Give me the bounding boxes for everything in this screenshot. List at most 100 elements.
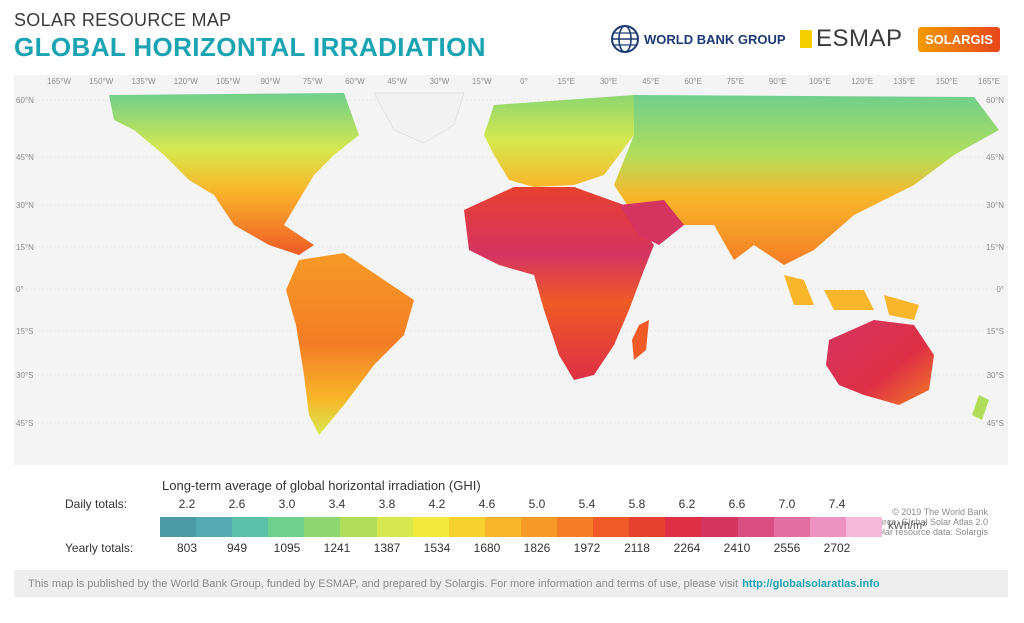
daily-value: 7.0 (778, 497, 796, 511)
credit-line: Solar resource data: Solargis (871, 527, 988, 537)
longitude-label: 75°E (727, 77, 744, 86)
daily-value: 4.6 (478, 497, 496, 511)
legend-swatch (809, 517, 846, 537)
north-america (109, 93, 359, 255)
yearly-value: 1387 (373, 541, 401, 555)
legend-swatch (304, 517, 341, 537)
australia (826, 320, 934, 405)
map-credits: © 2019 The World Bank Source: Global Sol… (868, 507, 988, 537)
longitude-label: 165°E (978, 77, 1000, 86)
daily-value: 5.0 (528, 497, 546, 511)
footer-text: This map is published by the World Bank … (28, 577, 739, 590)
latitude-labels: 60°N 60°N 45°N 45°N 30°N 30°N 15°N 15°N 0° 0° 15°S… (16, 96, 1004, 428)
credit-line: © 2019 The World Bank (892, 507, 988, 517)
latitude-label: 0° (16, 285, 24, 294)
longitude-label: 45°W (387, 77, 407, 86)
longitude-label: 75°W (303, 77, 323, 86)
daily-value: 3.0 (278, 497, 296, 511)
world-bank-logo: WORLD BANK GROUP (610, 24, 786, 54)
legend-swatch (737, 517, 774, 537)
daily-value: 7.4 (828, 497, 846, 511)
latitude-label: 60°N (16, 96, 34, 105)
legend-swatch (268, 517, 305, 537)
longitude-label: 135°E (894, 77, 916, 86)
longitude-label: 60°E (684, 77, 701, 86)
latitude-label: 30°S (987, 371, 1004, 380)
asia (614, 95, 999, 265)
europe (484, 95, 634, 187)
solargis-label: SOLARGIS (918, 26, 1000, 52)
longitude-label: 165°W (47, 77, 72, 86)
map-subtitle: SOLAR RESOURCE MAP (14, 10, 232, 30)
longitude-label: 45°E (642, 77, 659, 86)
greenland (373, 92, 465, 144)
longitude-label: 90°W (261, 77, 281, 86)
legend-swatch (196, 517, 233, 537)
latitude-label: 60°N (986, 96, 1004, 105)
longitude-label: 15°W (472, 77, 492, 86)
yearly-value: 949 (226, 541, 248, 555)
latitude-label: 30°S (16, 371, 33, 380)
latitude-label: 15°S (987, 327, 1004, 336)
legend-title: Long-term average of global horizontal i… (162, 478, 481, 493)
footer-link[interactable]: http://globalsolaratlas.info (742, 577, 880, 590)
yearly-value: 2410 (723, 541, 751, 555)
longitude-label: 150°E (936, 77, 958, 86)
yearly-value: 1680 (473, 541, 501, 555)
yearly-value: 2264 (673, 541, 701, 555)
south-america (286, 253, 414, 435)
daily-values: 2.2 2.6 3.0 3.4 3.8 4.2 4.6 5.0 5.4 5.8 6.2 6.6 7.0 7… (162, 497, 862, 513)
daily-value: 4.2 (428, 497, 446, 511)
longitude-label: 150°W (89, 77, 114, 86)
yearly-value: 1534 (423, 541, 451, 555)
latitude-label: 45°N (16, 153, 34, 162)
yearly-values: 803 949 1095 1241 1387 1534 1680 1826 1972 2118 22… (162, 541, 882, 557)
longitude-label: 0° (520, 77, 528, 86)
longitude-label: 105°E (809, 77, 831, 86)
legend-swatch (160, 517, 197, 537)
longitude-label: 15°E (558, 77, 575, 86)
legend-swatch (484, 517, 521, 537)
latitude-label: 45°S (16, 419, 33, 428)
legend-colorbar (160, 517, 882, 537)
longitude-label: 120°W (174, 77, 199, 86)
longitude-label: 30°W (430, 77, 450, 86)
southeast-asia-islands (784, 275, 919, 320)
longitude-label: 105°W (216, 77, 241, 86)
yearly-value: 2118 (624, 541, 650, 555)
longitude-label: 120°E (851, 77, 873, 86)
header: SOLAR RESOURCE MAP GLOBAL HORIZONTAL IRR… (0, 0, 1024, 72)
latitude-label: 30°N (986, 201, 1004, 210)
latitude-label: 15°N (16, 243, 34, 252)
africa (464, 187, 654, 380)
yearly-value: 1826 (523, 541, 551, 555)
legend-swatch (448, 517, 485, 537)
legend-swatch (845, 517, 882, 537)
daily-value: 2.2 (178, 497, 196, 511)
latitude-label: 15°S (16, 327, 33, 336)
legend-swatch (412, 517, 449, 537)
longitude-label: 135°W (131, 77, 156, 86)
yearly-value: 2556 (773, 541, 801, 555)
globe-icon (611, 25, 639, 53)
map-canvas: 165°W 150°W 135°W 120°W 105°W 90°W 75°W 60°W 45°… (14, 77, 1008, 435)
esmap-mark-icon (800, 30, 812, 48)
longitude-label: 90°E (769, 77, 786, 86)
map-title: GLOBAL HORIZONTAL IRRADIATION (14, 32, 486, 62)
arabian-peninsula (619, 200, 684, 245)
solargis-logo: SOLARGIS (918, 24, 1000, 54)
legend-swatch (773, 517, 810, 537)
latitude-label: 0° (996, 285, 1004, 294)
legend-swatch (701, 517, 738, 537)
world-bank-label: WORLD BANK GROUP (644, 31, 786, 47)
daily-value: 3.8 (378, 497, 396, 511)
latitude-label: 15°N (986, 243, 1004, 252)
legend-swatch (376, 517, 413, 537)
legend-swatch (629, 517, 666, 537)
longitude-label: 30°E (600, 77, 617, 86)
legend-swatch (232, 517, 269, 537)
legend-swatch (593, 517, 630, 537)
legend-swatch (340, 517, 377, 537)
daily-value: 6.2 (678, 497, 696, 511)
longitude-label: 60°W (345, 77, 365, 86)
